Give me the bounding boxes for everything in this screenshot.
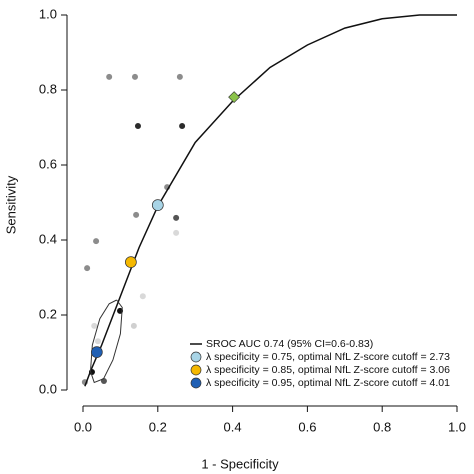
y-axis-label: Sensitivity: [3, 175, 18, 234]
y-tick-label: 0.8: [39, 81, 57, 96]
confidence-region: [89, 299, 123, 384]
diamond-point: [228, 91, 241, 104]
x-tick-label: 0.8: [373, 419, 391, 434]
y-tick-label: 0.0: [39, 381, 57, 396]
sroc-curve: [84, 14, 457, 387]
legend-label: SROC AUC 0.74 (95% CI=0.6-0.83): [206, 338, 373, 350]
study-point: [173, 229, 180, 236]
x-tick-label: 0.0: [74, 419, 92, 434]
y-tick-label: 0.4: [39, 231, 57, 246]
study-point: [131, 73, 138, 80]
highlight-point: [125, 256, 137, 268]
study-point: [134, 123, 141, 129]
study-point: [84, 265, 91, 272]
study-point: [130, 322, 137, 329]
study-point: [179, 123, 186, 129]
study-point: [91, 322, 98, 329]
study-point: [173, 214, 180, 221]
legend-label: λ specificity = 0.75, optimal NfL Z-scor…: [206, 351, 450, 363]
legend-marker: [190, 377, 202, 389]
x-tick-label: 1.0: [448, 419, 466, 434]
study-point: [176, 73, 183, 80]
x-axis-label: 1 - Specificity: [201, 456, 279, 471]
study-point: [94, 338, 101, 345]
legend-marker: [190, 364, 202, 376]
study-point: [139, 293, 146, 300]
x-tick-label: 0.6: [298, 419, 316, 434]
study-point: [106, 73, 113, 80]
highlight-point: [151, 199, 164, 211]
study-point: [133, 211, 140, 218]
x-tick-label: 0.2: [149, 419, 167, 434]
y-tick-label: 0.2: [39, 306, 57, 321]
legend-label: λ specificity = 0.85, optimal NfL Z-scor…: [206, 364, 450, 376]
legend-label: λ specificity = 0.95, optimal NfL Z-scor…: [206, 377, 450, 389]
highlight-point: [90, 346, 103, 358]
legend-marker: [190, 351, 202, 363]
study-point: [93, 238, 100, 245]
y-tick-label: 0.6: [39, 156, 57, 171]
x-tick-label: 0.4: [224, 419, 242, 434]
y-tick-label: 1.0: [39, 6, 57, 21]
